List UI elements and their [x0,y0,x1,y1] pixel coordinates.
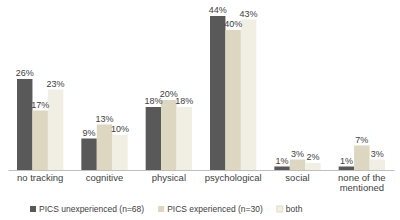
data-label: 3% [371,149,384,159]
legend-label: both [286,204,303,214]
legend-swatch [30,206,36,212]
legend-label: PICS unexperienced (n=68) [39,204,144,214]
tick-label-line: none of the [338,172,386,183]
tick-label: no tracking [17,172,63,183]
bar [32,111,47,171]
bar [112,135,127,170]
data-label: 17% [31,100,49,110]
data-label: 18% [175,96,193,106]
tick: cognitive [86,170,124,183]
data-label: 1% [340,156,353,166]
tick: physical [152,170,186,183]
legend-item: PICS experienced (n=30) [158,204,263,214]
tick-label: social [285,172,309,183]
legend-swatch [158,206,164,212]
data-label: 26% [16,68,34,78]
legend: PICS unexperienced (n=68) PICS experience… [30,204,303,214]
tick-label-line: social [285,172,309,183]
tick-label: physical [152,172,186,183]
tick: none of thementioned [338,170,386,193]
legend-item: both [277,204,303,214]
legend-label: PICS experienced (n=30) [167,204,263,214]
tick-label: psychological [205,172,262,183]
data-label: 10% [111,124,129,134]
data-label: 40% [224,19,242,29]
tick-label: cognitive [86,172,124,183]
bar [48,90,63,171]
bar [17,79,32,170]
bar [225,30,240,170]
bar [370,160,385,171]
bar [177,107,192,170]
tick: psychological [205,170,262,183]
tick-label-line: cognitive [86,172,124,183]
tick: social [285,170,309,183]
bars [17,16,385,170]
bar [354,146,369,171]
data-label: 23% [47,79,65,89]
data-label: 13% [95,114,113,124]
data-label: 1% [276,156,289,166]
tick-label-line: mentioned [340,182,384,193]
bar [146,107,161,170]
tick-label-line: psychological [205,172,262,183]
data-label: 43% [240,9,258,19]
data-label: 3% [291,149,304,159]
tick-label-line: no tracking [17,172,63,183]
data-label: 2% [306,152,319,162]
bar [97,125,112,171]
legend-item: PICS unexperienced (n=68) [30,204,144,214]
bar [339,167,354,171]
axis-line [9,170,395,171]
data-label: 44% [209,5,227,15]
data-label: 9% [83,128,96,138]
bar [81,139,96,171]
bar [241,20,256,171]
tick-label: none of thementioned [338,172,386,193]
bar [210,16,225,170]
tick: no tracking [17,170,63,183]
x-axis: no tracking cognitive physical psychologica… [9,170,395,193]
bar [161,100,176,170]
legend-swatch [277,206,283,212]
tick-label-line: physical [152,172,186,183]
data-label: 7% [355,135,368,145]
data-labels: 26%9%18%44%1%1%17%13%20%40%3%7%23%10%18%… [16,5,384,166]
bar [274,167,289,171]
bar [290,160,305,171]
bar [305,163,320,170]
chart: 26%9%18%44%1%1%17%13%20%40%3%7%23%10%18%… [0,0,400,220]
plot: 26%9%18%44%1%1%17%13%20%40%3%7%23%10%18%… [9,5,395,193]
